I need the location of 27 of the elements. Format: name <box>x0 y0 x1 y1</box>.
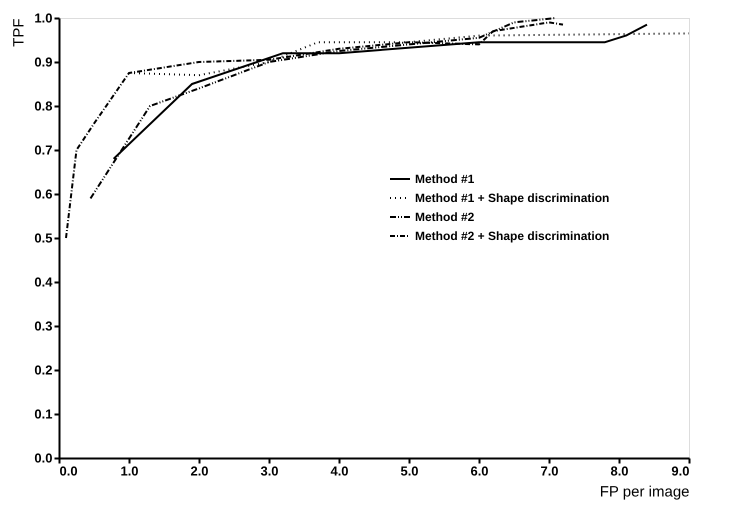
y-tick-label: 0.0 <box>34 450 52 466</box>
y-tick-label: 0.2 <box>34 362 52 378</box>
y-tick-label: 0.3 <box>34 318 52 334</box>
x-tick-label: 9.0 <box>671 464 690 478</box>
y-tick-label: 0.5 <box>34 230 52 246</box>
legend-label: Method #2 <box>415 210 475 224</box>
x-axis-title: FP per image <box>600 484 690 500</box>
x-tick-label: 6.0 <box>470 464 489 478</box>
legend-label: Method #2 + Shape discrimination <box>415 229 610 243</box>
x-tick-label: 1.0 <box>120 464 139 478</box>
y-tick-label: 0.8 <box>34 98 52 114</box>
legend-label: Method #1 <box>415 172 475 186</box>
legend-label: Method #1 + Shape discrimination <box>415 191 610 205</box>
y-tick-label: 0.1 <box>34 406 52 422</box>
x-tick-label: 3.0 <box>260 464 279 478</box>
x-tick-label: 4.0 <box>330 464 349 478</box>
x-tick-label: 2.0 <box>190 464 209 478</box>
y-tick-label: 1.0 <box>34 10 52 26</box>
x-tick-label: 5.0 <box>400 464 419 478</box>
y-tick-label: 0.7 <box>34 142 52 158</box>
x-tick-label: 7.0 <box>540 464 559 478</box>
x-tick-label: 0.0 <box>60 464 78 478</box>
y-tick-label: 0.6 <box>34 186 52 202</box>
y-tick-label: 0.4 <box>34 274 54 290</box>
y-axis-title: TPF <box>10 18 28 47</box>
x-tick-label: 8.0 <box>610 464 629 478</box>
y-tick-label: 0.9 <box>34 54 52 70</box>
